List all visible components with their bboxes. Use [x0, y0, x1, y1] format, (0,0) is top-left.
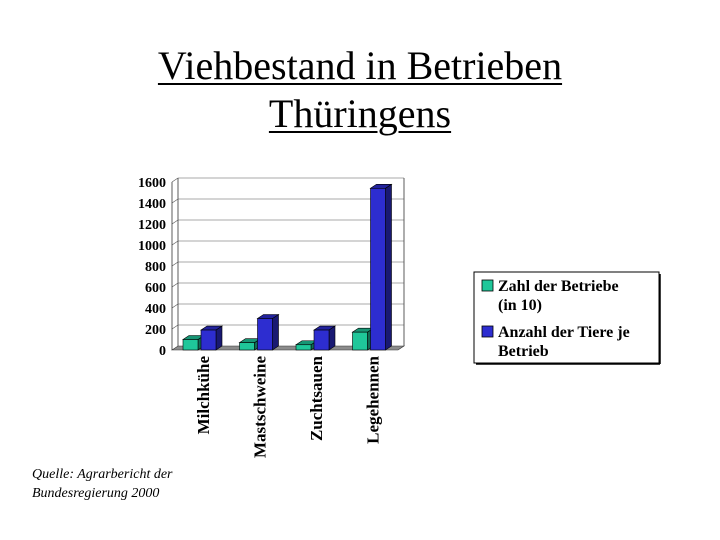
- gridline-depth: [171, 198, 179, 204]
- y-tick-label: 1400: [138, 197, 166, 212]
- bar-0-2: [295, 344, 312, 351]
- legend-label-1: Anzahl der Tiere je: [498, 324, 630, 341]
- bar-1-1: [257, 318, 273, 351]
- legend-label-0: (in 10): [498, 297, 542, 314]
- bar-1-0: [200, 329, 217, 351]
- x-tick-label: Milchkühe: [194, 356, 213, 435]
- bar-0-3: [352, 331, 368, 351]
- legend-label-1: Betrieb: [498, 343, 549, 360]
- source-line-2: Bundesregierung 2000: [32, 486, 160, 501]
- bar-1-2: [313, 329, 330, 351]
- y-tick-label: 600: [145, 281, 166, 296]
- bar-0-0: [182, 339, 199, 351]
- y-tick-label: 1600: [138, 176, 166, 191]
- gridline-depth: [171, 177, 179, 183]
- gridline-depth: [171, 324, 179, 330]
- title-line-1: Viehbestand in Betrieben: [157, 43, 563, 88]
- y-tick-label: 0: [159, 344, 166, 359]
- legend-swatch-0: [481, 279, 494, 292]
- y-tick-label: 1000: [138, 239, 166, 254]
- gridline-depth: [171, 261, 179, 267]
- y-tick-label: 200: [145, 323, 166, 338]
- x-tick-label: Legehennen: [363, 355, 382, 443]
- x-tick-label: Mastschweine: [250, 356, 269, 458]
- gridline-depth: [171, 219, 179, 225]
- source-line-1: Quelle: Agrarbericht der: [32, 467, 173, 482]
- bar-1-3: [370, 188, 386, 351]
- gridline-depth: [171, 282, 179, 288]
- chart-title: Viehbestand in Betrieben Thüringens: [0, 42, 720, 138]
- legend-box: [473, 271, 660, 364]
- y-tick-label: 1200: [138, 218, 166, 233]
- source-note: Quelle: Agrarbericht der Bundesregierung…: [32, 465, 232, 503]
- gridline-depth: [171, 303, 179, 309]
- y-tick-label: 800: [145, 260, 166, 275]
- bar-0-1: [239, 342, 255, 351]
- y-tick-label: 400: [145, 302, 166, 317]
- title-line-2: Thüringens: [268, 91, 452, 136]
- bar-side: [385, 183, 392, 351]
- legend-swatch-1: [481, 325, 494, 338]
- legend-label-0: Zahl der Betriebe: [498, 278, 619, 295]
- x-tick-label: Zuchtsauen: [307, 355, 326, 441]
- gridline-depth: [171, 240, 179, 246]
- bar-side: [272, 313, 279, 351]
